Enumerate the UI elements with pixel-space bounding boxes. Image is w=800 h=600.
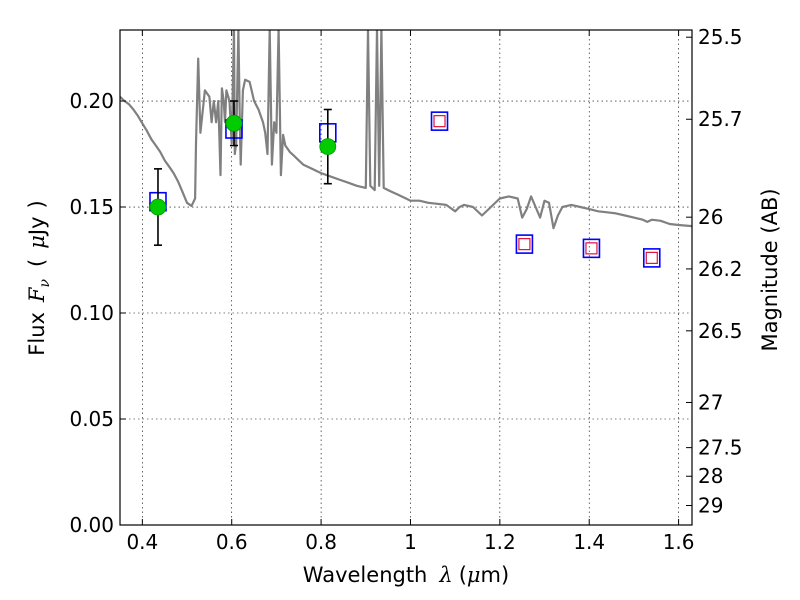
right-tick-label: 28: [698, 464, 723, 488]
observed-flux-point: [149, 198, 167, 216]
x-tick-label: 1.6: [663, 530, 695, 554]
y-axis-symbol-subscript: ν: [37, 278, 53, 287]
y-axis-unit-close: ): [25, 200, 49, 208]
x-tick-label: 0.4: [126, 530, 158, 554]
right-tick-label: 26.2: [698, 257, 743, 281]
x-axis-unit-rest: m): [481, 563, 510, 587]
right-tick-label: 26: [698, 205, 723, 229]
model-photometry-square: [430, 111, 449, 131]
model-photometry-square: [582, 238, 601, 259]
x-tick-label: 0.8: [305, 530, 337, 554]
observed-flux-point: [319, 138, 337, 155]
y-tick-label: 0.00: [69, 513, 114, 537]
right-axis-label: Magnitude (AB): [758, 188, 782, 351]
right-tick-label: 27: [698, 390, 723, 414]
plot-area: [120, 30, 692, 268]
y-axis-label-text: Flux: [25, 312, 49, 356]
axis-ticks: 0.4 0.6 0.8 1 1.2 1.4 1.6 0.00 0.05 0.10 0.15 0.20 2…: [69, 25, 742, 554]
predicted-flux-square: [433, 115, 446, 128]
model-photometry-square: [515, 234, 534, 254]
x-tick-label: 1.4: [573, 530, 605, 554]
plot-frame: [119, 29, 693, 526]
y-axis-unit-rest: Jy: [25, 216, 49, 237]
x-tick-label: 1.2: [484, 530, 516, 554]
y-tick-label: 0.15: [69, 195, 114, 219]
y-tick-label: 0.05: [69, 407, 114, 431]
y-axis-unit-mu: μ: [25, 235, 49, 249]
right-tick-label: 25.5: [698, 25, 743, 49]
right-tick-label: 27.5: [698, 436, 743, 460]
predicted-flux-square: [518, 238, 531, 251]
x-tick-label: 0.6: [216, 530, 248, 554]
right-tick-label: 25.7: [698, 107, 743, 131]
observed-flux-point: [225, 114, 243, 132]
y-axis-label: Flux Fν ( μJy): [25, 200, 53, 355]
y-axis-symbol: F: [25, 286, 49, 303]
x-axis-unit-open: (: [459, 563, 467, 587]
x-axis-label: Wavelength λ (μm): [303, 563, 509, 587]
y-tick-label: 0.20: [69, 89, 114, 113]
x-tick-label: 1: [404, 530, 417, 554]
grid-lines: [120, 30, 692, 525]
right-tick-label: 29: [698, 493, 723, 517]
right-tick-label: 26.5: [698, 319, 743, 343]
x-axis-unit-mu: μ: [467, 563, 481, 587]
predicted-flux-square: [645, 251, 658, 264]
x-axis-label-text: Wavelength: [303, 563, 428, 587]
y-axis-unit-open: (: [25, 259, 49, 267]
predicted-flux-square: [585, 242, 598, 255]
model-sed-line: [120, 30, 692, 230]
model-photometry-square: [642, 248, 661, 268]
x-axis-symbol: λ: [438, 563, 452, 587]
y-tick-label: 0.10: [69, 301, 114, 325]
